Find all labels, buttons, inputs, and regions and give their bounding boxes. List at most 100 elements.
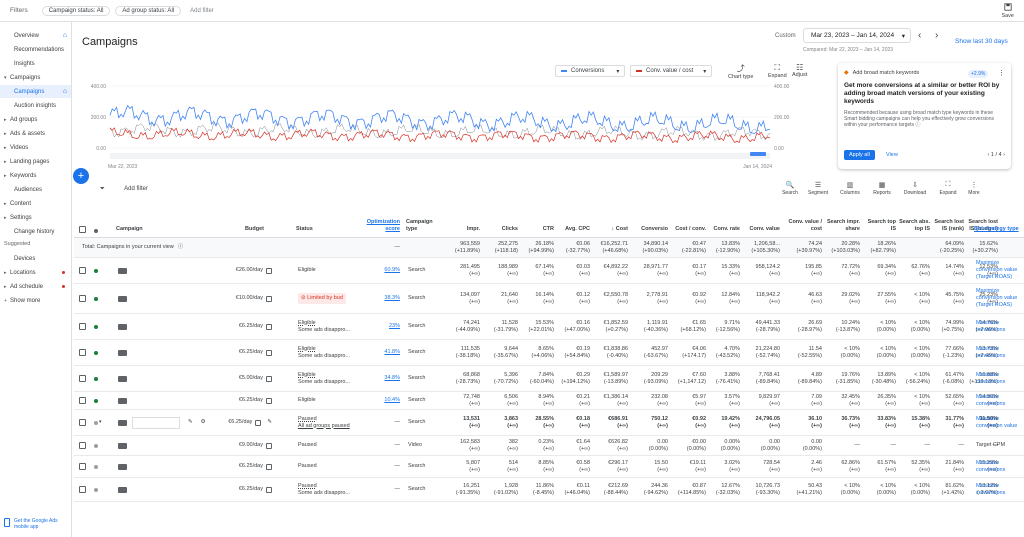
date-range-picker[interactable]: Mar 23, 2023 – Jan 14, 2024 ▾ [803,28,911,43]
budget-chart-icon[interactable] [255,419,262,426]
status-dot[interactable] [94,258,106,283]
status-dot[interactable] [94,284,106,313]
metric1-selector[interactable]: Conversions ▾ [555,65,626,77]
sidebar-item[interactable]: ▸ Ad groups [0,113,71,126]
header-metric[interactable]: Conv. rate [706,200,741,237]
budget-cell[interactable]: €6.25/day [204,456,272,477]
header-metric[interactable]: Clicks [484,200,518,237]
opt-score-cell[interactable]: — [362,436,401,455]
table-row[interactable]: €9.00/day Paused — Video 162,583 (+∞) 382 (+∞… [74,436,1024,456]
sidebar-item[interactable]: Change history [0,225,71,238]
sidebar-item[interactable]: Overview ⌂ [0,29,71,42]
save-button[interactable]: Save [1001,3,1014,19]
show-last-30-days-link[interactable]: Show last 30 days [955,38,1008,45]
budget-cell[interactable]: €6.25/day ✎ [204,410,272,435]
columns-button[interactable]: ▥ Columns [838,181,862,196]
row-checkbox[interactable] [79,456,89,477]
bid-strategy-cell[interactable]: Maximize conversions [976,456,1024,477]
opt-score-cell[interactable]: 23% [362,314,400,339]
opt-score-cell[interactable]: — [362,456,401,477]
filter-chip-adgroup-status[interactable]: Ad group status: All [115,5,182,16]
opt-score-cell[interactable]: 34.8% [362,366,400,391]
budget-cell[interactable]: €6.25/day [204,478,272,501]
filter-icon[interactable]: ⏷ [100,186,105,192]
header-status[interactable]: Status [296,226,313,232]
bid-strategy-cell[interactable]: Maximize conversions [976,478,1024,501]
filter-chip-campaign-status[interactable]: Campaign status: All [41,5,111,16]
prev-icon[interactable]: ‹ [987,152,990,158]
show-more-button[interactable]: + Show more [0,294,71,307]
search-button[interactable]: 🔍 Search [778,181,802,196]
sidebar-item[interactable]: ▸ Keywords [0,169,71,182]
gear-icon[interactable]: ⚙ [200,419,206,425]
campaign-name-input[interactable] [132,416,180,429]
table-row[interactable]: €10.00/day ⊘ Limited by bud 38.3% Search 134… [74,284,1024,314]
header-metric[interactable]: Conversio [634,200,668,237]
header-metric[interactable]: CTR [520,200,554,237]
row-checkbox[interactable] [79,284,89,313]
budget-chart-icon[interactable] [266,486,272,493]
sidebar-item[interactable]: Audiences [0,183,71,196]
adjust-chart-button[interactable]: ☷ Adjust [792,63,807,78]
checkbox[interactable] [79,349,86,356]
checkbox[interactable] [79,226,86,233]
bid-strategy-cell[interactable]: Maximize conversions [976,340,1024,365]
checkbox[interactable] [79,375,86,382]
budget-cell[interactable]: €6.25/day [204,392,272,409]
header-campaign-type[interactable]: Campaign type [406,219,433,232]
campaign-name-editor[interactable]: ✎ ⚙ [132,410,212,435]
row-checkbox[interactable] [79,258,89,283]
add-filter-link[interactable]: Add filter [190,7,214,14]
budget-cell[interactable]: €26.00/day [204,258,272,283]
row-checkbox[interactable] [79,314,89,339]
checkbox[interactable] [79,397,86,404]
checkbox[interactable] [79,463,86,470]
budget-chart-icon[interactable] [266,397,272,404]
status-dot[interactable] [94,478,106,501]
table-row[interactable]: €6.25/day Eligible Some ads disappro... 23%… [74,314,1024,340]
mobile-app-promo[interactable]: Get the Google Ads mobile app [4,518,68,530]
row-checkbox[interactable] [79,340,89,365]
bid-strategy-cell[interactable]: Target CPM [976,436,1024,455]
more-vert-icon[interactable]: ⋮ [998,70,1005,77]
budget-chart-icon[interactable] [266,267,272,274]
status-dot[interactable] [94,392,106,409]
table-add-filter[interactable]: Add filter [124,186,148,192]
opt-score-cell[interactable]: 10.4% [362,392,400,409]
header-metric[interactable]: Search top IS [862,200,896,237]
bid-strategy-cell[interactable]: Maximize conversions [976,314,1024,339]
apply-all-button[interactable]: Apply all [844,150,875,160]
checkbox[interactable] [79,295,86,302]
header-metric[interactable]: Search impr. share [826,200,860,237]
budget-chart-icon[interactable] [266,442,272,449]
table-row[interactable]: ▾ ✎ ⚙ €6.25/day ✎ Paused All ad groups paused —… [74,410,1024,436]
header-metric[interactable]: Search lost IS (budget) [964,200,998,237]
reports-button[interactable]: ▦ Reports [870,181,894,196]
table-row[interactable]: €6.25/day Paused Some ads disappro... — Sear… [74,478,1024,502]
more-button[interactable]: ⋮ More [962,181,986,196]
header-metric[interactable]: Impr. [446,200,480,237]
bid-strategy-cell[interactable]: Maximize conversions [976,366,1024,391]
edit-icon[interactable]: ✎ [267,419,272,425]
opt-score-cell[interactable]: — [362,410,401,435]
table-row[interactable]: €6.25/day Paused — Search 5,807 (+∞) 514 (+∞)… [74,456,1024,478]
budget-chart-icon[interactable] [266,463,272,470]
budget-cell[interactable]: €10.00/day [204,284,272,313]
checkbox[interactable] [79,267,86,274]
sidebar-item[interactable]: Insights [0,57,71,70]
sidebar-item[interactable]: ▾ Campaigns [0,71,71,84]
sidebar-item[interactable]: ▸ Landing pages [0,155,71,168]
budget-cell[interactable]: €5.00/day [204,366,272,391]
limited-badge[interactable]: ⊘ Limited by bud [298,293,346,304]
table-row[interactable]: €6.25/day Eligible Some ads disappro... 41.… [74,340,1024,366]
sidebar-item[interactable]: Auction insights [0,99,71,112]
budget-cell[interactable]: €6.25/day [204,314,272,339]
table-row[interactable]: €26.00/day Eligible 60.9% Search 281,495 (+∞… [74,258,1024,284]
status-dot[interactable] [94,366,106,391]
download-button[interactable]: ⇩ Download [903,181,927,196]
checkbox[interactable] [79,442,86,449]
checkbox[interactable] [79,323,86,330]
bid-strategy-cell[interactable]: Maximize conversion value [976,410,1024,435]
edit-icon[interactable]: ✎ [188,419,193,425]
row-checkbox[interactable] [79,410,89,435]
